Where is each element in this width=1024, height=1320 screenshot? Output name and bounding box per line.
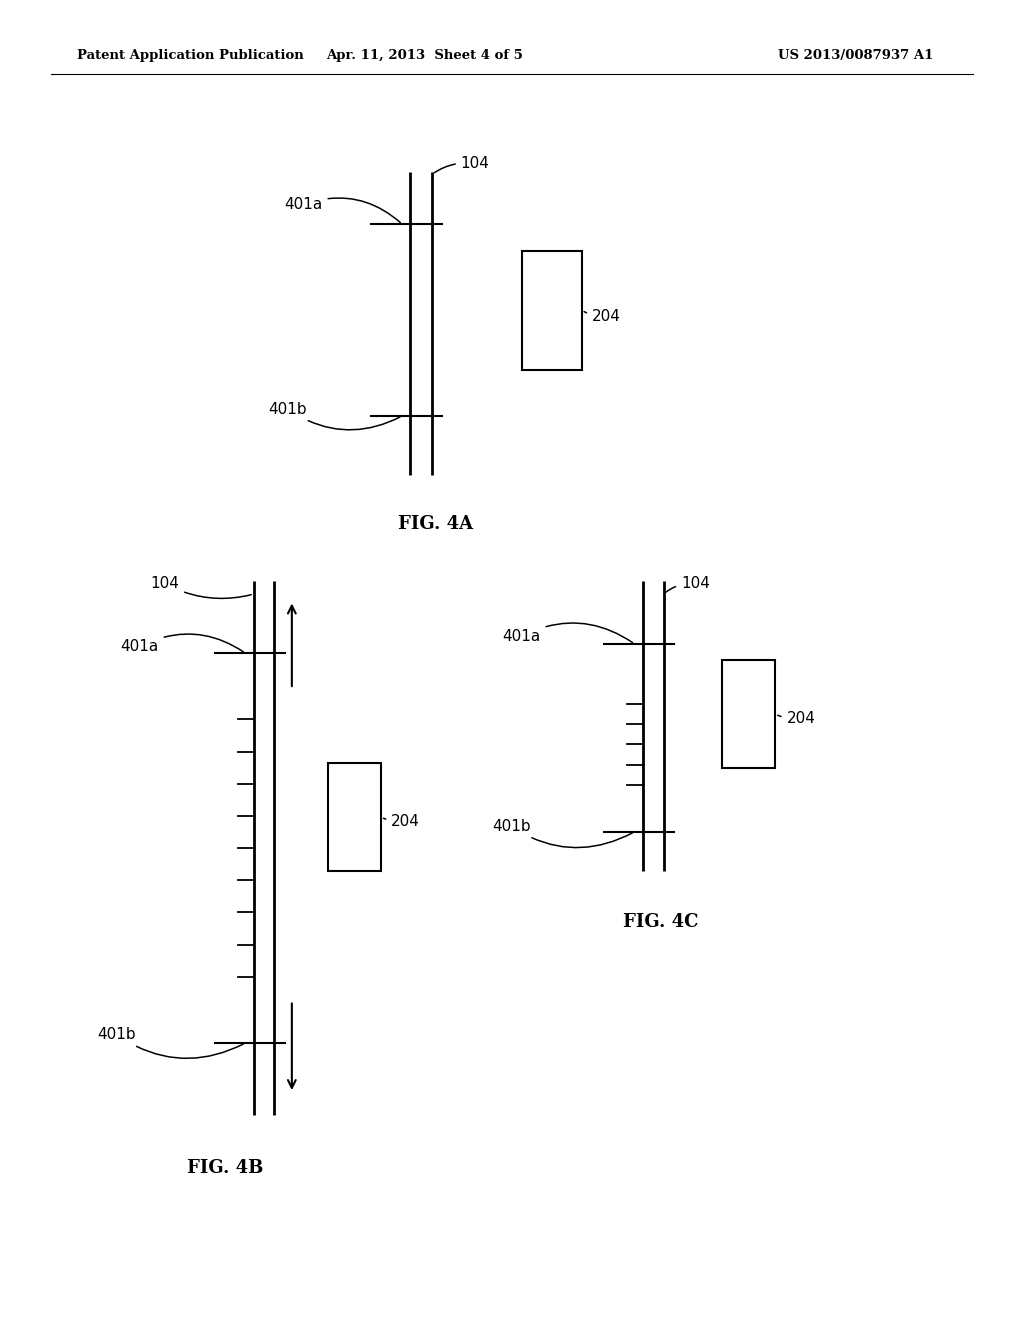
Text: FIG. 4A: FIG. 4A: [397, 515, 473, 533]
Text: 401a: 401a: [503, 623, 633, 644]
Text: 204: 204: [777, 710, 815, 726]
Bar: [328, 763, 381, 871]
Text: US 2013/0087937 A1: US 2013/0087937 A1: [778, 49, 934, 62]
Text: Apr. 11, 2013  Sheet 4 of 5: Apr. 11, 2013 Sheet 4 of 5: [327, 49, 523, 62]
Text: 401a: 401a: [285, 197, 400, 223]
Text: 104: 104: [666, 576, 710, 593]
Text: 104: 104: [151, 576, 251, 598]
Text: 401b: 401b: [492, 818, 633, 847]
Text: FIG. 4B: FIG. 4B: [187, 1159, 263, 1177]
Text: 204: 204: [584, 309, 621, 325]
Bar: [722, 660, 775, 768]
Text: 204: 204: [383, 813, 420, 829]
Text: 401a: 401a: [121, 634, 244, 655]
Bar: [522, 251, 582, 370]
Text: FIG. 4C: FIG. 4C: [623, 913, 698, 932]
Text: 401b: 401b: [97, 1027, 244, 1059]
Text: 401b: 401b: [268, 401, 400, 430]
Text: Patent Application Publication: Patent Application Publication: [77, 49, 303, 62]
Text: 104: 104: [434, 156, 489, 173]
